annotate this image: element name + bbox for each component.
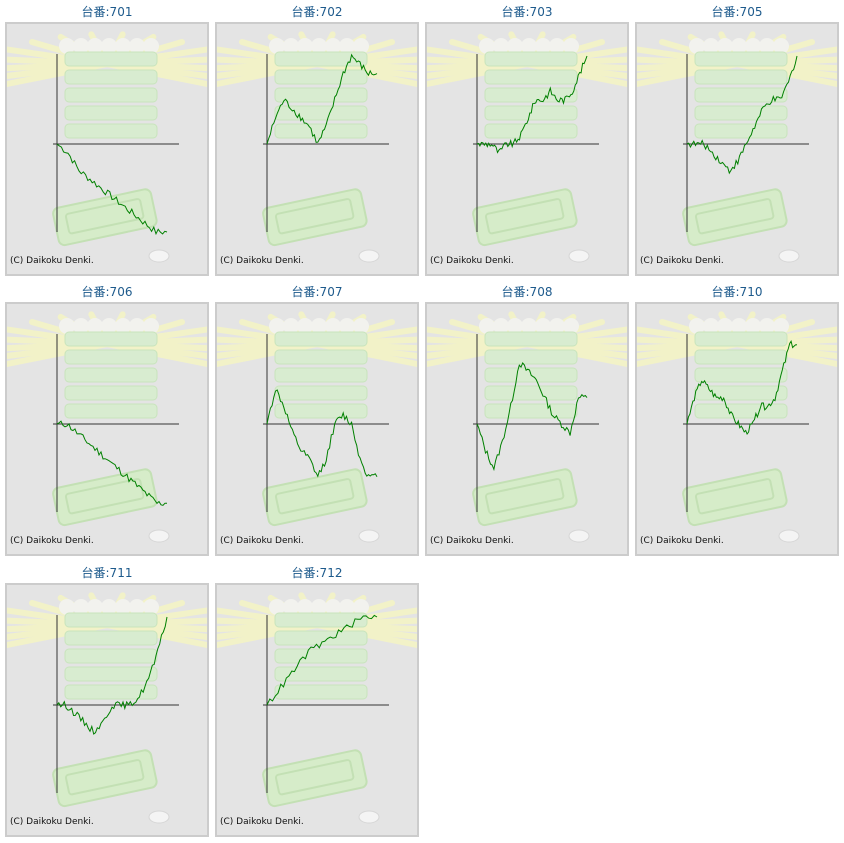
machine-number-title[interactable]: 台番:701 bbox=[81, 5, 133, 19]
copyright-text: (C) Daikoku Denki. bbox=[640, 536, 724, 546]
machine-number-title[interactable]: 台番:710 bbox=[711, 285, 763, 299]
background-watermark bbox=[7, 31, 207, 263]
copyright-text: (C) Daikoku Denki. bbox=[10, 817, 94, 827]
machine-number-title[interactable]: 台番:708 bbox=[501, 285, 553, 299]
copyright-text: (C) Daikoku Denki. bbox=[10, 256, 94, 266]
payout-line bbox=[266, 389, 378, 478]
payout-line bbox=[56, 616, 168, 735]
machine-graph-panel[interactable]: 台番:703 (C) Daikoku Denki. bbox=[425, 2, 629, 278]
machine-number-title[interactable]: 台番:702 bbox=[291, 5, 343, 19]
graph-svg bbox=[7, 592, 207, 824]
graph-frame: (C) Daikoku Denki. bbox=[635, 302, 839, 556]
graph-svg bbox=[637, 311, 837, 543]
graph-svg bbox=[217, 592, 417, 824]
copyright-text: (C) Daikoku Denki. bbox=[430, 536, 514, 546]
graph-svg bbox=[217, 311, 417, 543]
graph-frame: (C) Daikoku Denki. bbox=[5, 22, 209, 276]
background-watermark bbox=[427, 311, 627, 543]
background-watermark bbox=[217, 31, 417, 263]
background-watermark bbox=[637, 31, 837, 263]
payout-line bbox=[56, 143, 168, 236]
background-watermark bbox=[637, 311, 837, 543]
machine-graph-panel[interactable]: 台番:706 (C) Daikoku Denki. bbox=[5, 282, 209, 558]
graph-svg bbox=[217, 31, 417, 263]
machine-graph-panel[interactable]: 台番:708 (C) Daikoku Denki. bbox=[425, 282, 629, 558]
graph-frame: (C) Daikoku Denki. bbox=[425, 302, 629, 556]
background-watermark bbox=[7, 592, 207, 824]
copyright-text: (C) Daikoku Denki. bbox=[10, 536, 94, 546]
graph-svg bbox=[427, 311, 627, 543]
machine-graph-panel[interactable]: 台番:707 (C) Daikoku Denki. bbox=[215, 282, 419, 558]
machine-number-title[interactable]: 台番:703 bbox=[501, 5, 553, 19]
graph-frame: (C) Daikoku Denki. bbox=[215, 583, 419, 837]
copyright-text: (C) Daikoku Denki. bbox=[430, 256, 514, 266]
copyright-text: (C) Daikoku Denki. bbox=[220, 817, 304, 827]
background-watermark bbox=[217, 311, 417, 543]
payout-line bbox=[686, 340, 798, 436]
graph-svg bbox=[637, 31, 837, 263]
graph-svg bbox=[427, 31, 627, 263]
machine-number-title[interactable]: 台番:705 bbox=[711, 5, 763, 19]
graph-frame: (C) Daikoku Denki. bbox=[5, 302, 209, 556]
copyright-text: (C) Daikoku Denki. bbox=[220, 256, 304, 266]
machine-graph-panel[interactable]: 台番:710 (C) Daikoku Denki. bbox=[635, 282, 839, 558]
graph-frame: (C) Daikoku Denki. bbox=[215, 302, 419, 556]
payout-line bbox=[686, 55, 798, 175]
graph-svg bbox=[7, 311, 207, 543]
machine-graph-panel[interactable]: 台番:705 (C) Daikoku Denki. bbox=[635, 2, 839, 278]
payout-line bbox=[56, 420, 167, 506]
machine-number-title[interactable]: 台番:711 bbox=[81, 566, 133, 580]
machine-graph-panel[interactable]: 台番:711 (C) Daikoku Denki. bbox=[5, 563, 209, 839]
machine-graph-panel[interactable]: 台番:701 (C) Daikoku Denki. bbox=[5, 2, 209, 278]
background-watermark bbox=[427, 31, 627, 263]
machine-number-title[interactable]: 台番:706 bbox=[81, 285, 133, 299]
payout-line bbox=[266, 53, 378, 145]
background-watermark bbox=[7, 311, 207, 543]
copyright-text: (C) Daikoku Denki. bbox=[220, 536, 304, 546]
graph-frame: (C) Daikoku Denki. bbox=[425, 22, 629, 276]
copyright-text: (C) Daikoku Denki. bbox=[640, 256, 724, 266]
machine-number-title[interactable]: 台番:707 bbox=[291, 285, 343, 299]
graph-frame: (C) Daikoku Denki. bbox=[5, 583, 209, 837]
payout-line bbox=[476, 362, 588, 472]
machine-graph-panel[interactable]: 台番:702 (C) Daikoku Denki. bbox=[215, 2, 419, 278]
machine-graph-panel[interactable]: 台番:712 (C) Daikoku Denki. bbox=[215, 563, 419, 839]
graph-frame: (C) Daikoku Denki. bbox=[635, 22, 839, 276]
graph-svg bbox=[7, 31, 207, 263]
machine-number-title[interactable]: 台番:712 bbox=[291, 566, 343, 580]
payout-line bbox=[266, 614, 378, 706]
graph-frame: (C) Daikoku Denki. bbox=[215, 22, 419, 276]
payout-line bbox=[476, 55, 588, 154]
background-watermark bbox=[217, 592, 417, 824]
